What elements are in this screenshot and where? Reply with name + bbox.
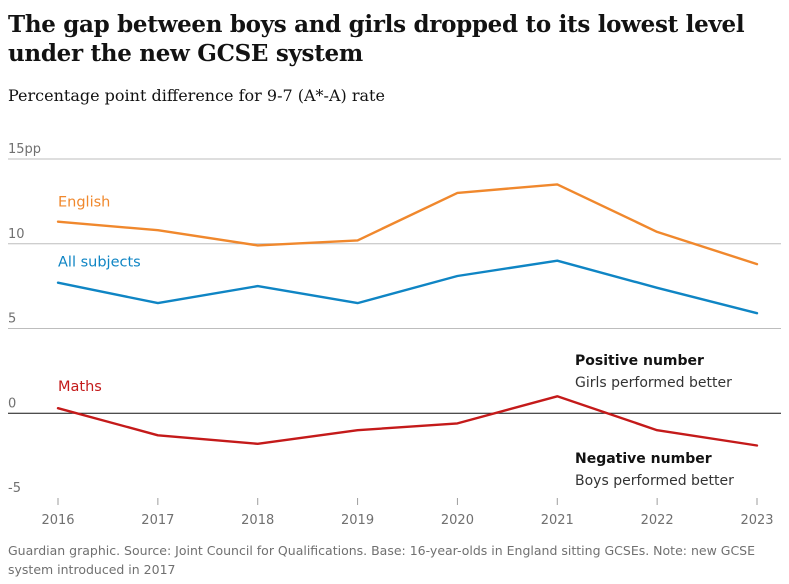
annotation-positive-text: Girls performed better: [575, 375, 732, 391]
series-line-english: [56, 183, 759, 266]
x-tick-label: 2016: [41, 513, 74, 528]
series-label-all-subjects: All subjects: [58, 255, 141, 271]
x-axis-ticks: 2016 2017 2018 2019 2020 2021 2022 2023: [41, 498, 774, 528]
y-axis-ticks: 15pp 10 5 0 -5: [8, 142, 41, 496]
series-label-maths: Maths: [58, 379, 102, 395]
gridlines: [8, 158, 781, 414]
x-tick-label: 2022: [641, 513, 674, 528]
annotation-negative-title: Negative number: [575, 451, 712, 467]
x-tick-label: 2021: [541, 513, 574, 528]
series-labels: English All subjects Maths: [58, 195, 141, 395]
chart-title: The gap between boys and girls dropped t…: [8, 11, 745, 67]
x-tick-label: 2018: [241, 513, 274, 528]
y-tick-label: 5: [8, 312, 16, 327]
series-line-maths: [56, 395, 759, 447]
y-tick-label: -5: [8, 481, 21, 496]
annotations: Positive number Girls performed better N…: [575, 353, 734, 489]
annotation-negative-text: Boys performed better: [575, 473, 734, 489]
y-tick-label: 10: [8, 227, 25, 242]
source-note: Guardian graphic. Source: Joint Council …: [8, 543, 756, 577]
x-tick-label: 2023: [740, 513, 773, 528]
series-line-all-subjects: [56, 259, 759, 315]
annotation-positive-title: Positive number: [575, 353, 704, 369]
series-lines: [56, 183, 759, 447]
x-tick-label: 2019: [341, 513, 374, 528]
series-label-english: English: [58, 195, 110, 211]
chart-subtitle: Percentage point difference for 9-7 (A*-…: [8, 86, 385, 105]
x-tick-label: 2017: [141, 513, 174, 528]
y-tick-label: 0: [8, 396, 16, 411]
y-tick-label: 15pp: [8, 142, 41, 157]
x-tick-label: 2020: [441, 513, 474, 528]
